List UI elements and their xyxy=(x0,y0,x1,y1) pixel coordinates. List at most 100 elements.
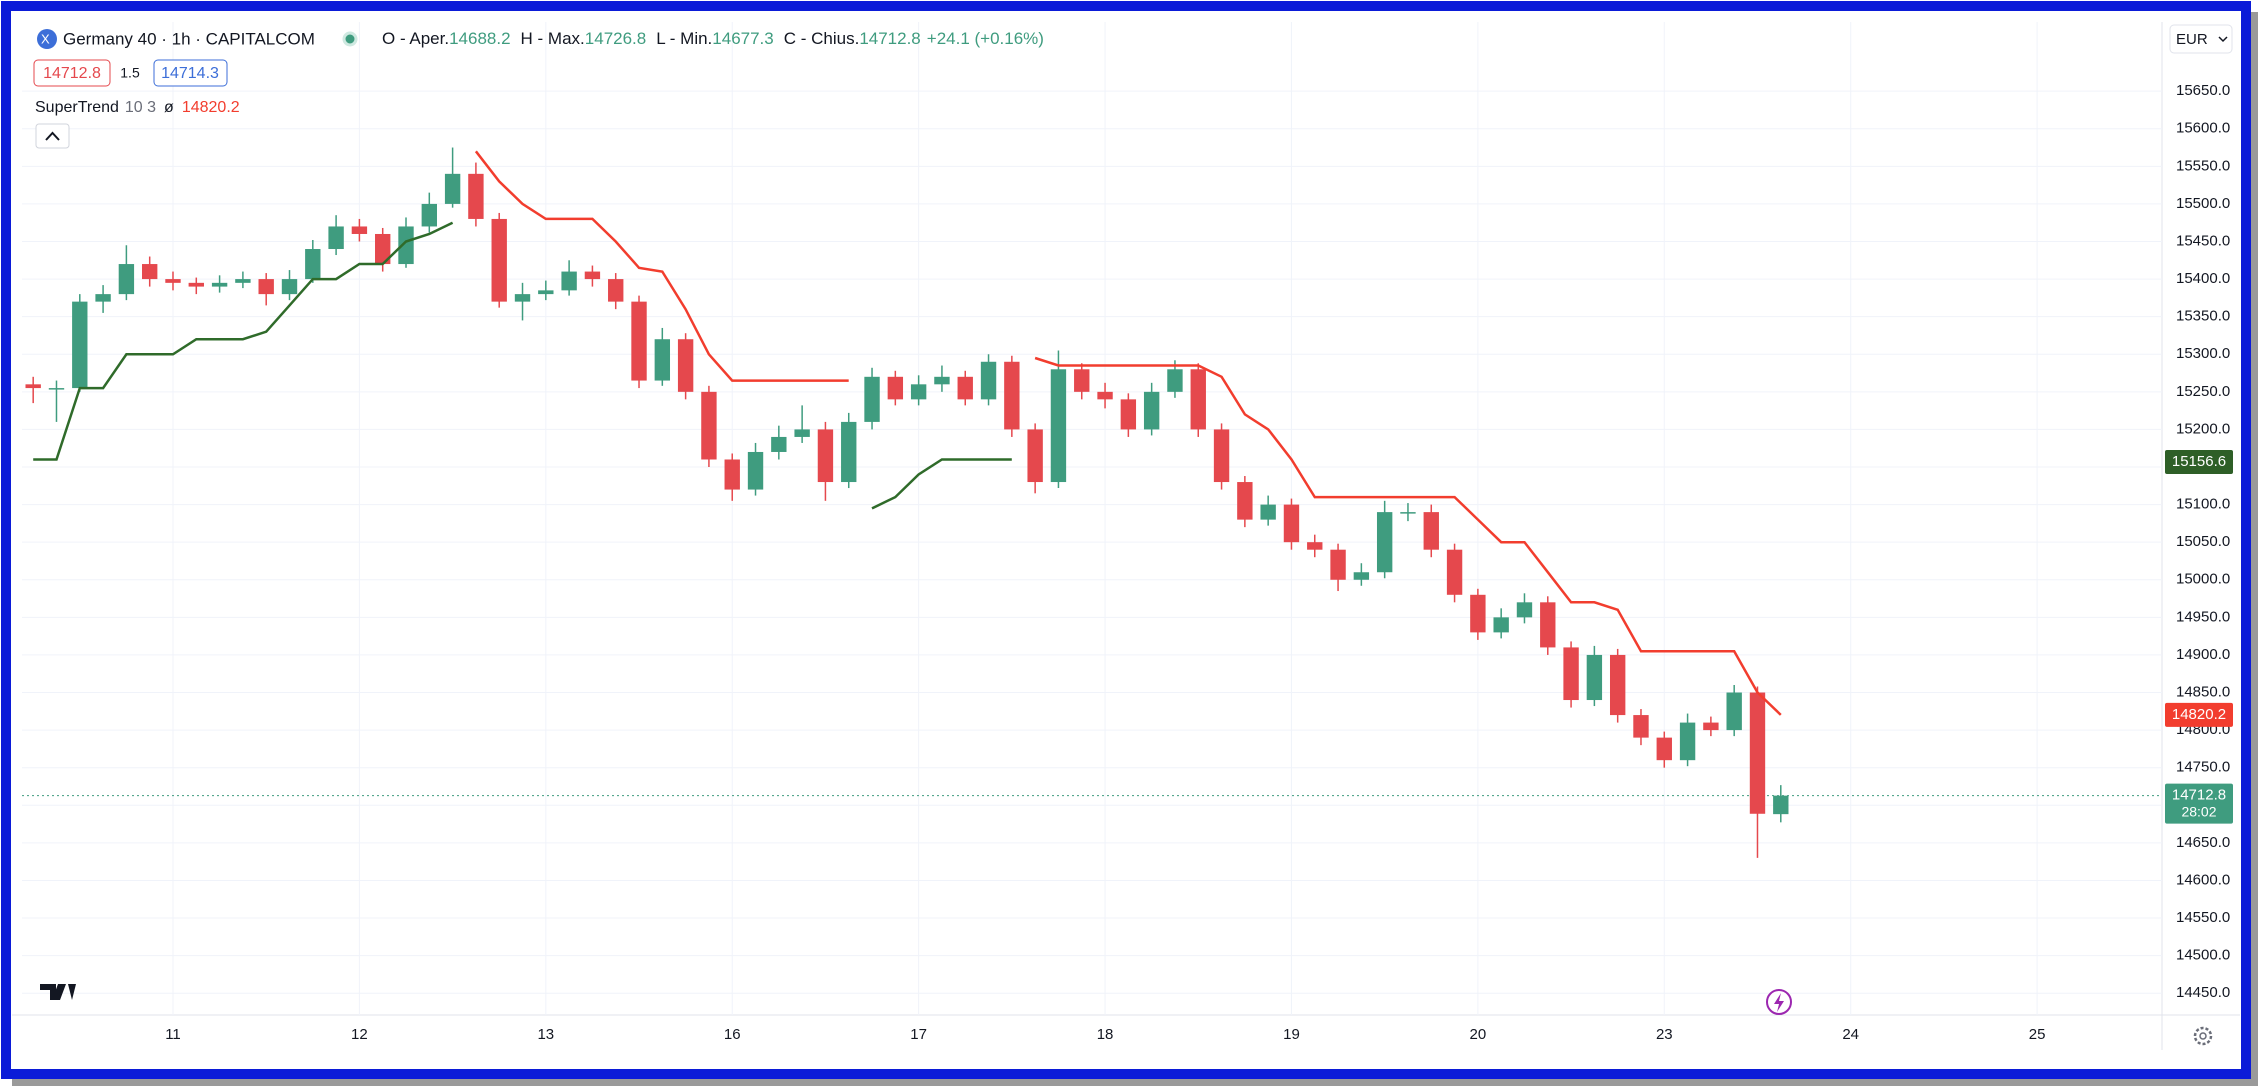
candle-body xyxy=(1493,617,1509,633)
y-tick-label: 14450.0 xyxy=(2176,984,2230,1001)
candle-body xyxy=(1237,482,1253,520)
supertrend-down xyxy=(474,150,1782,716)
y-tick-label: 14600.0 xyxy=(2176,871,2230,888)
candle-body xyxy=(118,264,135,295)
candle-body xyxy=(864,376,880,422)
ohlc-value: 14726.8 xyxy=(585,29,646,48)
candle-body xyxy=(188,282,204,287)
y-tick-label: 15650.0 xyxy=(2176,82,2230,99)
y-tick-label: 15450.0 xyxy=(2176,232,2230,249)
y-tick-label: 15600.0 xyxy=(2176,120,2230,137)
candle-body xyxy=(1446,549,1463,595)
candle-body xyxy=(747,451,764,490)
candle-body xyxy=(305,249,321,280)
candle-body xyxy=(1633,715,1649,738)
y-tick-label: 15500.0 xyxy=(2176,195,2230,212)
candle-body xyxy=(1656,737,1672,761)
sell-price[interactable]: 14712.8 xyxy=(43,65,101,82)
y-tick-label: 15350.0 xyxy=(2176,308,2230,325)
x-tick-label: 12 xyxy=(351,1026,368,1043)
x-tick-label: 25 xyxy=(2029,1026,2046,1043)
candle-body xyxy=(1260,504,1276,520)
change: +24.1 (+0.16%) xyxy=(927,29,1044,48)
lightning-icon xyxy=(1774,993,1784,1012)
candle-body xyxy=(817,429,834,483)
candle-body xyxy=(1773,795,1789,815)
candle-body xyxy=(794,429,810,437)
candle-body xyxy=(235,279,251,283)
indicator-name: SuperTrend xyxy=(35,99,119,116)
candle-body xyxy=(561,271,577,291)
y-tick-label: 14950.0 xyxy=(2176,608,2230,625)
candle-body xyxy=(724,459,740,490)
ohlc-legend: O - Aper.14688.2 H - Max.14726.8 L - Min.1… xyxy=(382,29,1044,48)
x-tick-label: 16 xyxy=(724,1026,741,1043)
y-tick-label: 15100.0 xyxy=(2176,496,2230,513)
buy-price[interactable]: 14714.3 xyxy=(161,65,219,82)
candle-body xyxy=(1703,722,1719,731)
candle-body xyxy=(1097,391,1113,400)
ohlc-label: O - Aper. xyxy=(382,29,449,48)
x-tick-label: 19 xyxy=(1283,1026,1300,1043)
currency[interactable]: EUR xyxy=(2176,31,2208,48)
candle-body xyxy=(375,233,391,265)
candle-body xyxy=(351,226,368,234)
x-tick-label: 11 xyxy=(165,1026,181,1043)
y-tick-label: 15250.0 xyxy=(2176,383,2230,400)
candle-body xyxy=(142,264,158,280)
collapse-button[interactable] xyxy=(35,123,70,149)
candle-body xyxy=(1074,369,1090,392)
candle-body xyxy=(258,279,274,295)
candle-body xyxy=(631,301,647,381)
indicator-params: 10 3 xyxy=(125,99,156,116)
candle-body xyxy=(934,376,950,385)
symbol-icon xyxy=(37,29,57,49)
indicator-symbol: ø xyxy=(164,99,174,116)
candle-body xyxy=(398,226,414,265)
candle-body xyxy=(957,376,973,400)
price-badge xyxy=(2165,450,2233,475)
candle-body xyxy=(1353,572,1370,580)
ohlc-value: 14677.3 xyxy=(712,29,773,48)
candle-body xyxy=(421,203,437,227)
ohlc-label: H - Max. xyxy=(521,29,585,48)
candle-body xyxy=(608,279,624,302)
countdown: 28:02 xyxy=(2181,803,2216,819)
buy-box[interactable] xyxy=(153,59,228,87)
candle-body xyxy=(514,294,531,302)
candle-body xyxy=(444,173,461,204)
candle-body xyxy=(654,339,671,381)
y-tick-label: 15300.0 xyxy=(2176,345,2230,362)
candle-body xyxy=(95,294,111,302)
price-badge-label: 14712.8 xyxy=(2172,787,2226,804)
x-tick-label: 23 xyxy=(1656,1026,1673,1043)
currency-box[interactable] xyxy=(2169,24,2233,54)
sell-box[interactable] xyxy=(33,59,111,87)
ohlc-label: L - Min. xyxy=(656,29,712,48)
candle-body xyxy=(584,271,601,280)
candle-body xyxy=(538,290,554,295)
status-dot xyxy=(342,31,358,47)
y-tick-label: 14550.0 xyxy=(2176,909,2230,926)
settings-button[interactable] xyxy=(2193,1026,2213,1046)
candle-body xyxy=(1563,647,1579,701)
tv-logo xyxy=(40,984,76,1000)
candle-body xyxy=(25,384,41,389)
y-tick-label: 15400.0 xyxy=(2176,270,2230,287)
candle-body xyxy=(1470,594,1486,633)
ohlc-label: C - Chius. xyxy=(784,29,860,48)
symbol[interactable]: Germany 40 · 1h · CAPITALCOM xyxy=(63,29,315,48)
y-tick-label: 15200.0 xyxy=(2176,420,2230,437)
y-tick-label: 15050.0 xyxy=(2176,533,2230,550)
candle-body xyxy=(1586,654,1603,701)
ohlc-value: 14688.2 xyxy=(449,29,510,48)
supertrend-up xyxy=(33,221,1012,510)
y-tick-label: 15550.0 xyxy=(2176,157,2230,174)
x-tick-label: 17 xyxy=(910,1026,927,1043)
x-tick-label: 13 xyxy=(537,1026,554,1043)
candle-body xyxy=(72,301,88,389)
currency-caret xyxy=(2218,36,2228,43)
